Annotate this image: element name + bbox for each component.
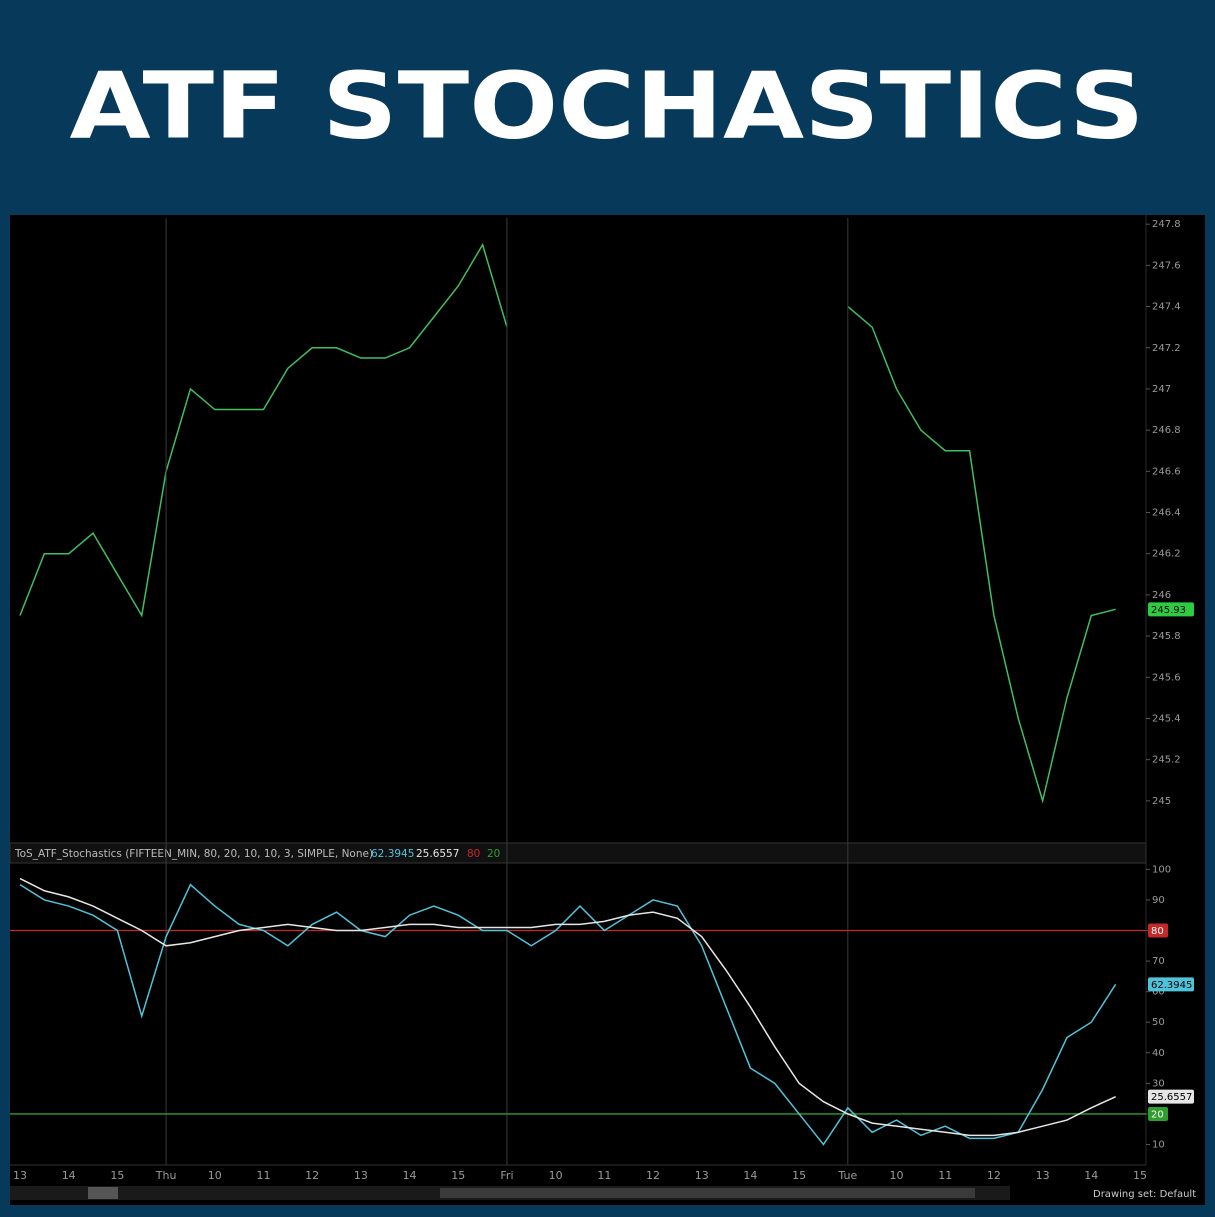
header-title: ATF STOCHASTICS (70, 52, 1145, 159)
last-value-tag-bg (1148, 977, 1194, 992)
x-tick-label: 14 (1084, 1169, 1098, 1182)
last-value-tag: 25.6557 (1151, 1092, 1192, 1103)
x-tick-label: 10 (208, 1169, 222, 1182)
y-tick-label: 246 (1152, 590, 1171, 601)
last-value-tag-bg (1148, 1089, 1194, 1104)
y-tick-label: 245.8 (1152, 631, 1181, 642)
x-tick-label: Tue (837, 1169, 857, 1182)
data-line (19, 877, 1116, 1137)
x-tick-label: 13 (695, 1169, 709, 1182)
last-value-tag: 62.3945 (1151, 980, 1192, 991)
y-tick-label: 247.8 (1152, 219, 1181, 230)
x-tick-label: 14 (743, 1169, 757, 1182)
y-tick-label: 60 (1152, 987, 1165, 998)
y-tick-label: 10 (1152, 1140, 1165, 1151)
y-tick-label: 245 (1152, 796, 1171, 807)
y-tick-label: 40 (1152, 1048, 1165, 1059)
y-tick-label: 245.6 (1152, 672, 1181, 683)
x-tick-label: 12 (305, 1169, 319, 1182)
y-tick-label: 30 (1152, 1078, 1165, 1089)
legend-value: 25.6557 (416, 848, 459, 860)
x-tick-label: 14 (403, 1169, 417, 1182)
x-tick-label: 13 (354, 1169, 368, 1182)
reference-tag-bg (1148, 1106, 1168, 1121)
last-price-label-bg (1148, 602, 1194, 617)
y-tick-label: 247.4 (1152, 302, 1181, 313)
indicator-title: ToS_ATF_Stochastics (FIFTEEN_MIN, 80, 20… (14, 848, 373, 860)
x-tick-label: 11 (256, 1169, 270, 1182)
drawing-set[interactable]: Drawing set: Default (1093, 1189, 1196, 1200)
legend-level: 80 (467, 848, 480, 860)
last-price-label: 245.93 (1151, 605, 1186, 616)
x-tick-label: 13 (13, 1169, 27, 1182)
x-tick-label: 11 (597, 1169, 611, 1182)
y-tick-label: 245.2 (1152, 755, 1181, 766)
scroll-home[interactable] (88, 1187, 118, 1199)
x-tick-label: 12 (646, 1169, 660, 1182)
x-tick-label: 13 (1036, 1169, 1050, 1182)
reference-tag: 20 (1151, 1109, 1164, 1120)
y-tick-label: 100 (1152, 864, 1171, 875)
x-tick-label: 10 (890, 1169, 904, 1182)
y-tick-label: 246.2 (1152, 549, 1181, 560)
data-line (19, 242, 508, 618)
x-tick-label: 12 (987, 1169, 1001, 1182)
reference-tag-bg (1148, 923, 1168, 938)
x-tick-label: 15 (110, 1169, 124, 1182)
scroll-thumb[interactable] (440, 1188, 975, 1198)
y-tick-label: 246.4 (1152, 508, 1181, 519)
header-banner (0, 0, 1215, 215)
x-tick-label: 15 (792, 1169, 806, 1182)
chart-area (10, 215, 1205, 1205)
legend-bar (9, 842, 1147, 864)
x-tick-label: 11 (938, 1169, 952, 1182)
y-tick-label: 247 (1152, 384, 1171, 395)
y-tick-label: 70 (1152, 956, 1165, 967)
y-tick-label: 50 (1152, 1017, 1165, 1028)
y-tick-label: 90 (1152, 895, 1165, 906)
x-tick-label: 15 (451, 1169, 465, 1182)
data-line (847, 305, 1116, 804)
x-tick-label: 15 (1133, 1169, 1147, 1182)
y-tick-label: 245.4 (1152, 713, 1181, 724)
legend-level: 20 (487, 848, 500, 860)
legend-value: 62.3945 (371, 848, 414, 860)
y-tick-label: 246.8 (1152, 425, 1181, 436)
reference-tag: 80 (1151, 926, 1164, 937)
x-tick-label: Thu (155, 1169, 177, 1182)
y-tick-label: 247.6 (1152, 260, 1181, 271)
x-tick-label: 10 (549, 1169, 563, 1182)
x-tick-label: Fri (500, 1169, 513, 1182)
x-tick-label: 14 (62, 1169, 76, 1182)
y-tick-label: 247.2 (1152, 343, 1181, 354)
y-tick-label: 246.6 (1152, 466, 1181, 477)
